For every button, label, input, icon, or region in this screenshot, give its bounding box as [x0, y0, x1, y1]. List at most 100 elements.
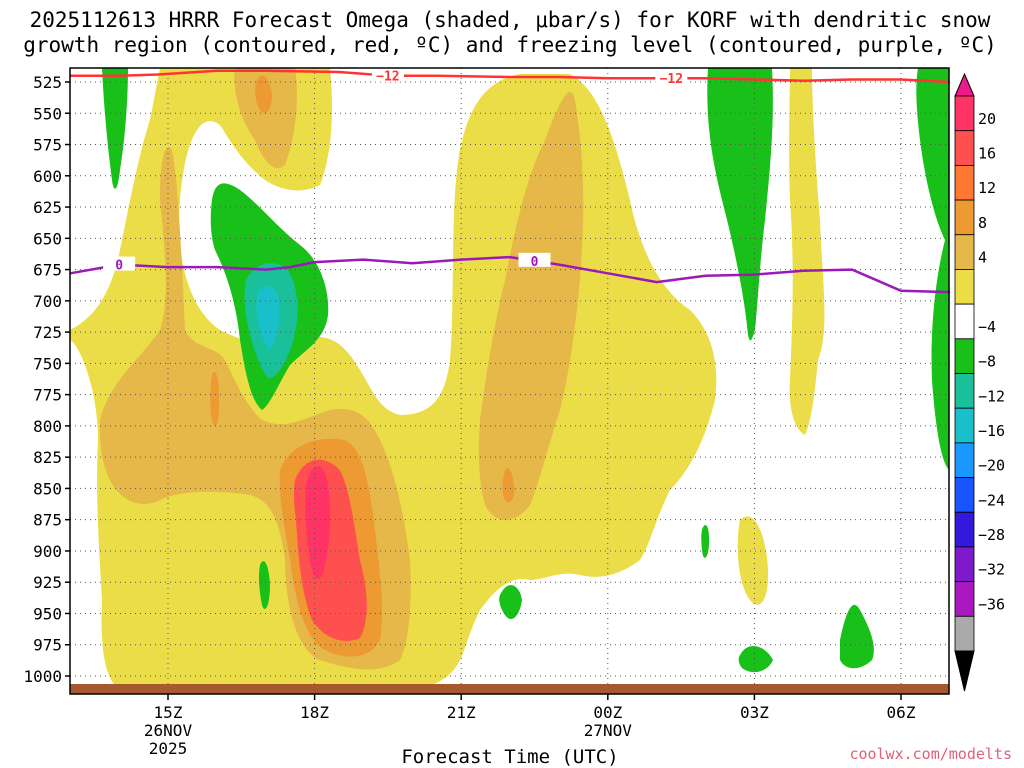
- colorbar-label: −32: [978, 561, 1005, 579]
- colorbar-label: −8: [978, 353, 996, 371]
- shade-yellow-ne: [789, 68, 825, 435]
- freezing-level-contour: [70, 255, 950, 294]
- colorbar-bottom-arrow: [954, 650, 975, 692]
- colorbar-label: −4: [978, 318, 996, 336]
- shade-orange-small1: [210, 371, 220, 426]
- shade-green-small2: [499, 585, 522, 620]
- y-tick-label: 875: [33, 511, 62, 530]
- shade-orange-small2: [502, 468, 515, 503]
- y-tick-label: 925: [33, 573, 62, 592]
- dendritic-growth-contour: [70, 69, 950, 84]
- colorbar-bin: [954, 615, 975, 652]
- shade-cyan: [256, 286, 280, 350]
- colorbar-bin: [954, 269, 975, 305]
- y-tick-label: 775: [33, 386, 62, 405]
- colorbar-label: 4: [978, 249, 987, 267]
- colorbar-bin: [954, 546, 975, 583]
- plot-frame: [69, 67, 950, 695]
- y-tick-label: 750: [33, 354, 62, 373]
- colorbar-label: −24: [978, 491, 1005, 509]
- y-axis: 525 550 575 600 625 650 675 700 725 750 775 800 825 8…: [23, 73, 70, 686]
- contour-label: −12: [376, 70, 399, 85]
- shade-green-east: [707, 68, 773, 341]
- chart-title-line2: growth region (contoured, red, ºC) and f…: [23, 33, 997, 57]
- y-tick-label: 625: [33, 198, 62, 217]
- colorbar-bin: [954, 199, 975, 236]
- shade-green-west: [102, 68, 128, 189]
- colorbar-label: 12: [978, 179, 996, 197]
- colorbar-bin: [954, 303, 975, 340]
- contour-labels: −12 −12 0 0: [103, 67, 688, 274]
- colorbar-bin: [954, 95, 975, 132]
- shade-orange-upper: [255, 75, 272, 114]
- contour-label: 0: [115, 259, 123, 274]
- x-tick-label: 18Z: [300, 703, 329, 722]
- colorbar-bin: [954, 407, 975, 444]
- colorbar-bin: [954, 338, 975, 374]
- shade-tan-left: [110, 409, 127, 474]
- shading-layer: [70, 68, 949, 690]
- y-tick-label: 900: [33, 542, 62, 561]
- contour-label: −12: [660, 72, 683, 87]
- colorbar-bin: [954, 442, 975, 478]
- colorbar-bin: [954, 373, 975, 409]
- x-tick-label: 15Z: [154, 703, 183, 722]
- colorbar-bin: [954, 130, 975, 166]
- shade-tan-center: [478, 92, 584, 520]
- y-tick-label: 825: [33, 448, 62, 467]
- y-tick-label: 725: [33, 323, 62, 342]
- shade-green-far-east: [916, 68, 949, 470]
- colorbar-label: −12: [978, 387, 1005, 405]
- colorbar-label: 20: [978, 110, 996, 128]
- y-tick-label: 700: [33, 292, 62, 311]
- colorbar-bin: [954, 581, 975, 617]
- shade-green-small5: [840, 604, 874, 669]
- shade-green-small3: [701, 525, 710, 558]
- x-tick-label: 03Z: [740, 703, 769, 722]
- contour-label-bg: [518, 252, 551, 267]
- y-tick-label: 650: [33, 229, 62, 248]
- colorbar-bin: [954, 477, 975, 513]
- y-tick-label: 600: [33, 167, 62, 186]
- contour-label-bg: [655, 70, 688, 85]
- x-tick-date: 26NOV: [144, 721, 193, 740]
- y-tick-label: 575: [33, 136, 62, 155]
- ground-surface: [70, 684, 949, 694]
- x-tick-date: 27NOV: [584, 721, 633, 740]
- chart-title-line1: 2025112613 HRRR Forecast Omega (shaded, …: [30, 8, 991, 32]
- x-tick-year: 2025: [149, 739, 188, 758]
- colorbar-bin: [954, 164, 975, 201]
- x-tick-label: 21Z: [447, 703, 476, 722]
- shade-tan-upper: [234, 68, 297, 169]
- colorbar-label: −28: [978, 526, 1005, 544]
- y-tick-label: 675: [33, 261, 62, 280]
- y-tick-label: 1000: [23, 667, 62, 686]
- x-tick-label: 06Z: [887, 703, 916, 722]
- contour-label-bg: [371, 67, 404, 82]
- y-tick-label: 950: [33, 604, 62, 623]
- colorbar-top-arrow: [954, 72, 975, 97]
- x-tick-label: 00Z: [593, 703, 622, 722]
- contour-label-bg: [103, 256, 136, 271]
- shade-magenta: [305, 466, 331, 579]
- colorbar-label: 8: [978, 214, 987, 232]
- shade-green-small1: [258, 561, 270, 609]
- colorbar-label: 16: [978, 144, 996, 162]
- contour-label: 0: [531, 255, 539, 270]
- colorbar-bin: [954, 511, 975, 548]
- colorbar-label: −16: [978, 422, 1005, 440]
- y-tick-label: 550: [33, 104, 62, 123]
- x-axis-label: Forecast Time (UTC): [401, 746, 618, 768]
- colorbar: 20 16 12 8 4 −4 −8 −12 −16 −20 −24 −28 −32 −36: [954, 72, 1005, 692]
- y-tick-label: 850: [33, 479, 62, 498]
- shade-green-small4: [738, 645, 773, 673]
- y-tick-label: 525: [33, 73, 62, 92]
- y-tick-label: 975: [33, 636, 62, 655]
- y-tick-label: 800: [33, 417, 62, 436]
- colorbar-label: −20: [978, 457, 1005, 475]
- credit-text: coolwx.com/modelts: [849, 745, 1012, 763]
- colorbar-label: −36: [978, 595, 1005, 613]
- colorbar-bin: [954, 234, 975, 270]
